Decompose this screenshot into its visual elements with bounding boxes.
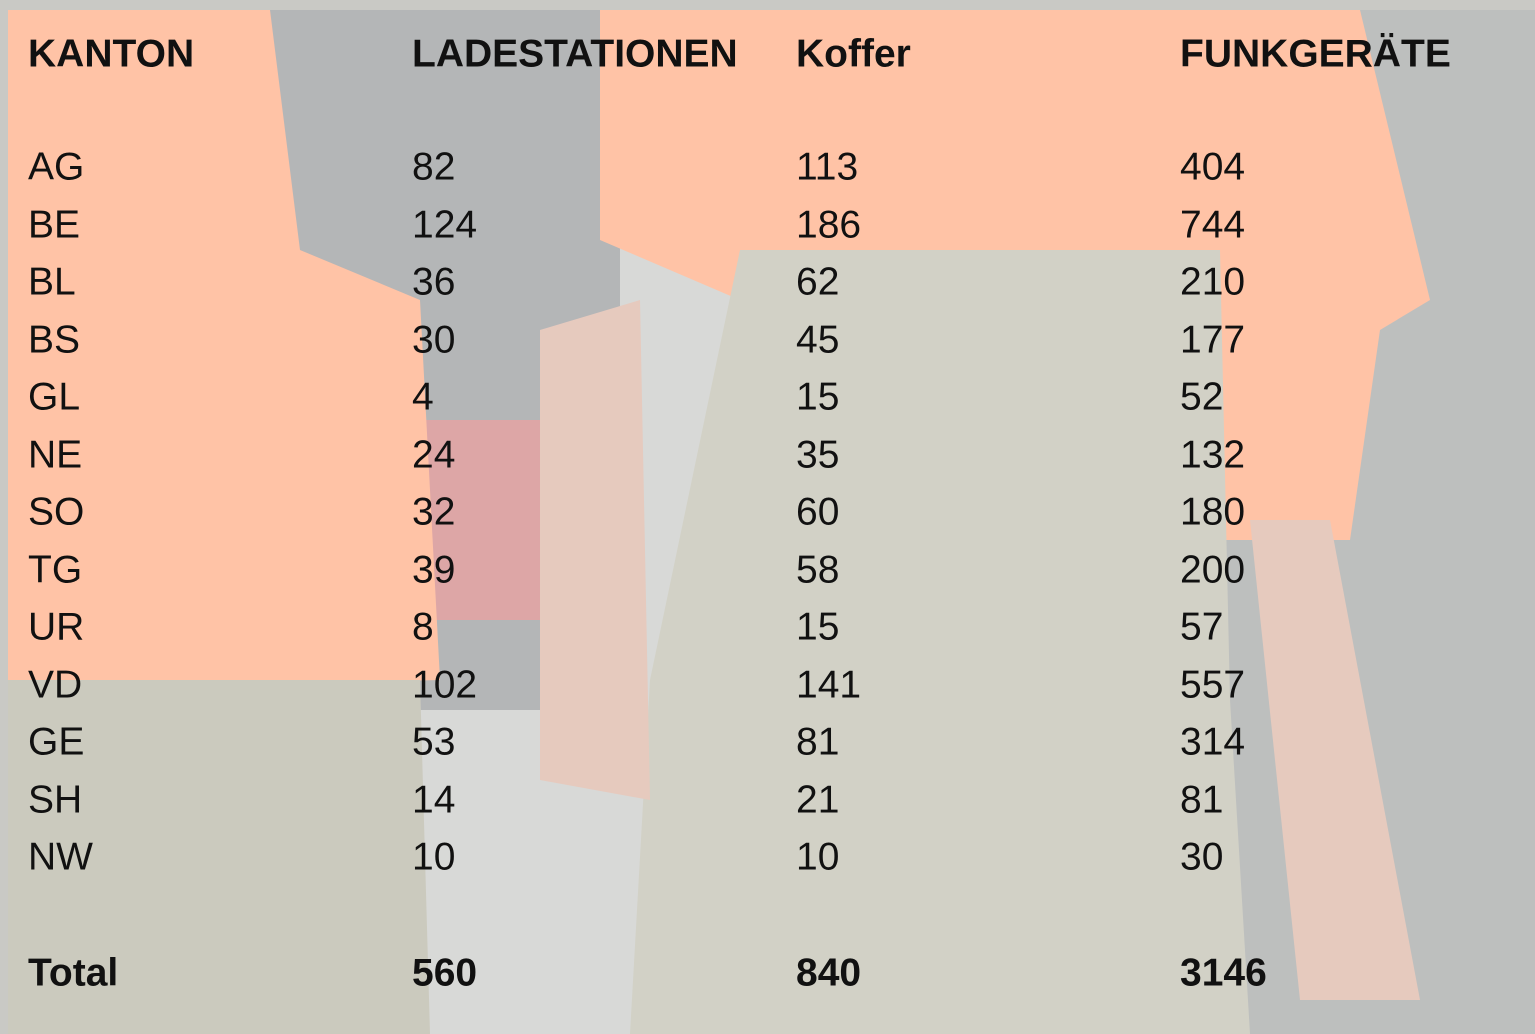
- row-label: UR: [28, 608, 84, 647]
- table-cell: 32: [412, 493, 455, 532]
- table-cell: 30: [412, 320, 455, 359]
- table-cell: 10: [796, 838, 839, 877]
- row-label: BL: [28, 263, 76, 302]
- table-cell: 24: [412, 435, 455, 474]
- table-cell: 15: [796, 378, 839, 417]
- row-label: SH: [28, 780, 82, 819]
- slide: KANTONLADESTATIONENKofferFUNKGERÄTEAG821…: [0, 0, 1535, 1034]
- table-cell: 53: [412, 723, 455, 762]
- table-cell: 102: [412, 665, 477, 704]
- row-label: AG: [28, 148, 84, 187]
- table-cell: 82: [412, 148, 455, 187]
- table-cell: 21: [796, 780, 839, 819]
- row-label: BE: [28, 205, 80, 244]
- table-cell: 30: [1180, 838, 1223, 877]
- table-cell: 4: [412, 378, 434, 417]
- total-label: Total: [28, 954, 118, 993]
- row-label: TG: [28, 550, 82, 589]
- total-cell: 840: [796, 954, 861, 993]
- data-table: KANTONLADESTATIONENKofferFUNKGERÄTEAG821…: [0, 0, 1535, 1034]
- table-cell: 177: [1180, 320, 1245, 359]
- table-cell: 744: [1180, 205, 1245, 244]
- row-label: SO: [28, 493, 84, 532]
- table-cell: 113: [796, 148, 858, 187]
- table-cell: 557: [1180, 665, 1245, 704]
- table-cell: 186: [796, 205, 861, 244]
- column-header: KANTON: [28, 35, 194, 74]
- table-cell: 35: [796, 435, 839, 474]
- table-cell: 8: [412, 608, 434, 647]
- table-cell: 10: [412, 838, 455, 877]
- row-label: GL: [28, 378, 80, 417]
- total-cell: 3146: [1180, 954, 1267, 993]
- table-cell: 180: [1180, 493, 1245, 532]
- column-header: LADESTATIONEN: [412, 35, 738, 74]
- row-label: BS: [28, 320, 80, 359]
- column-header: FUNKGERÄTE: [1180, 35, 1451, 74]
- table-cell: 124: [412, 205, 477, 244]
- table-cell: 58: [796, 550, 839, 589]
- table-cell: 14: [412, 780, 455, 819]
- table-cell: 45: [796, 320, 839, 359]
- table-cell: 15: [796, 608, 839, 647]
- table-cell: 404: [1180, 148, 1245, 187]
- table-cell: 62: [796, 263, 839, 302]
- table-cell: 39: [412, 550, 455, 589]
- table-cell: 60: [796, 493, 839, 532]
- table-cell: 81: [1180, 780, 1223, 819]
- row-label: NW: [28, 838, 93, 877]
- table-cell: 36: [412, 263, 455, 302]
- row-label: GE: [28, 723, 84, 762]
- table-cell: 314: [1180, 723, 1245, 762]
- column-header: Koffer: [796, 35, 911, 74]
- row-label: VD: [28, 665, 82, 704]
- table-cell: 132: [1180, 435, 1245, 474]
- total-cell: 560: [412, 954, 477, 993]
- table-cell: 57: [1180, 608, 1223, 647]
- table-cell: 141: [796, 665, 861, 704]
- row-label: NE: [28, 435, 82, 474]
- table-cell: 210: [1180, 263, 1245, 302]
- table-cell: 200: [1180, 550, 1245, 589]
- table-cell: 81: [796, 723, 839, 762]
- table-cell: 52: [1180, 378, 1223, 417]
